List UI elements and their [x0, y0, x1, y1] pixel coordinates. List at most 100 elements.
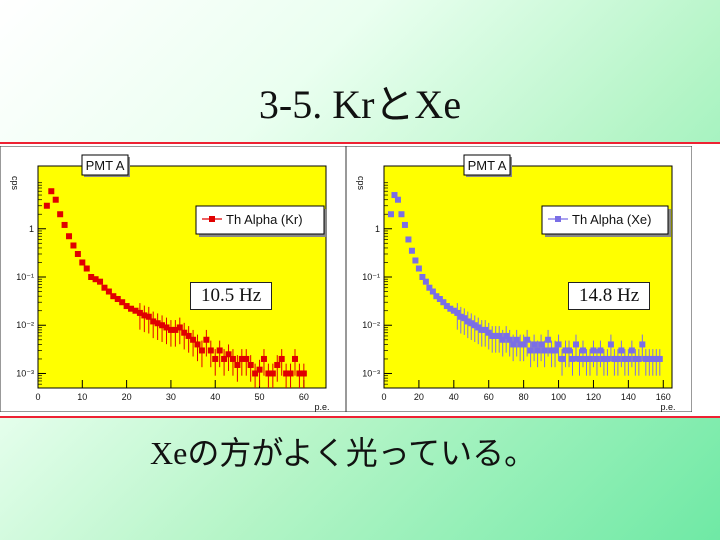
xe-point-23	[468, 320, 475, 327]
xe-point-13	[433, 293, 440, 300]
xe-point-7	[412, 257, 419, 264]
kr-point-27	[163, 324, 170, 331]
xe-point-53	[573, 341, 579, 348]
kr-point-0	[43, 202, 50, 209]
kr-xlabel: p.e.	[314, 402, 329, 412]
kr-xtick-label-6: 60	[299, 392, 309, 402]
xe-point-74	[646, 355, 653, 362]
chart-kr-svg: cps 1 10⁻¹ 10⁻² 10⁻³ 0 10 20 30 40 50 60 p.e. PMT A Th…	[0, 146, 346, 412]
kr-point-42	[229, 355, 236, 362]
xe-point-63	[607, 341, 614, 348]
xe-point-14	[436, 295, 443, 302]
xe-point-25	[475, 324, 482, 331]
kr-point-12	[97, 278, 104, 285]
xe-point-54	[576, 355, 583, 362]
kr-title: PMT A	[86, 158, 125, 173]
kr-point-18	[123, 303, 130, 310]
xe-point-19	[454, 309, 461, 316]
xe-point-6	[408, 247, 415, 254]
xe-point-47	[552, 347, 559, 354]
xe-point-17	[447, 305, 454, 312]
kr-xtick-label-4: 40	[210, 392, 220, 402]
kr-plot-area	[37, 165, 327, 389]
kr-xtick-label-1: 10	[77, 392, 87, 402]
xe-point-22	[464, 318, 471, 325]
xe-title: PMT A	[468, 158, 507, 173]
xe-point-71	[635, 355, 642, 362]
xe-point-41	[531, 341, 538, 348]
xe-point-46	[548, 347, 555, 354]
slide-caption: Xeの方がよく光っている。	[150, 435, 537, 471]
xe-point-4	[401, 221, 408, 228]
xe-point-33	[503, 332, 510, 339]
xe-legend-marker	[555, 216, 561, 222]
kr-point-37	[207, 347, 214, 354]
kr-point-28	[167, 326, 174, 333]
xe-point-75	[649, 355, 656, 362]
kr-point-33	[190, 336, 197, 343]
kr-point-56	[291, 355, 298, 362]
kr-point-41	[225, 351, 232, 358]
kr-point-29	[172, 326, 179, 333]
xe-point-15	[440, 299, 447, 306]
xe-point-51	[566, 347, 573, 354]
xe-point-34	[506, 336, 513, 343]
kr-point-35	[198, 347, 205, 354]
xe-point-38	[520, 341, 527, 348]
kr-point-13	[101, 284, 108, 291]
xe-point-70	[632, 355, 639, 362]
xe-xtick-label-3: 60	[484, 392, 494, 402]
kr-point-5	[66, 233, 73, 240]
kr-point-49	[260, 355, 267, 362]
xe-point-28	[485, 329, 492, 336]
xe-xtick-label-7: 140	[621, 392, 636, 402]
kr-point-3	[57, 211, 64, 218]
xe-point-37	[517, 341, 524, 348]
chart-kr: cps 1 10⁻¹ 10⁻² 10⁻³ 0 10 20 30 40 50 60 p.e. PMT A Th…	[0, 146, 346, 412]
xe-point-5	[405, 236, 412, 243]
xe-point-27	[482, 326, 489, 333]
xe-xtick-label-0: 0	[381, 392, 386, 402]
kr-ylabel: cps	[10, 176, 20, 191]
kr-point-23	[145, 313, 152, 320]
xe-point-67	[621, 355, 628, 362]
kr-point-25	[154, 320, 161, 327]
kr-xtick-label-3: 30	[166, 392, 176, 402]
kr-point-1	[48, 188, 55, 195]
kr-point-22	[141, 312, 148, 319]
kr-ytick-label-3: 10⁻³	[16, 368, 34, 378]
xe-point-60	[597, 347, 604, 354]
kr-point-4	[61, 221, 68, 228]
xe-xtick-label-6: 120	[586, 392, 601, 402]
xe-point-3	[398, 211, 405, 218]
kr-point-31	[181, 329, 188, 336]
kr-point-39	[216, 347, 223, 354]
kr-point-20	[132, 307, 139, 314]
kr-xtick-label-5: 50	[255, 392, 265, 402]
xe-point-50	[562, 347, 569, 354]
kr-point-6	[70, 242, 77, 249]
kr-point-50	[265, 370, 272, 377]
xe-point-66	[618, 347, 625, 354]
xe-point-61	[600, 355, 607, 362]
kr-rate-annotation: 10.5 Hz	[190, 282, 273, 310]
kr-legend-box	[195, 205, 325, 235]
slide-title: 3-5. KrとXe	[258, 82, 462, 127]
xe-ytick-label-3: 10⁻³	[362, 368, 380, 378]
xe-point-35	[510, 341, 517, 348]
chart-xe: cps 1 10⁻¹ 10⁻² 10⁻³ 0 20 40 60 80 100 120 140 160 p.e…	[346, 146, 692, 412]
xe-point-16	[443, 303, 450, 310]
xe-point-12	[429, 288, 436, 295]
xe-xlabel: p.e.	[660, 402, 675, 412]
kr-point-40	[221, 355, 228, 362]
xe-point-69	[628, 347, 635, 354]
kr-point-16	[114, 295, 121, 302]
kr-point-46	[247, 361, 254, 368]
xe-point-26	[478, 326, 485, 333]
kr-point-57	[296, 370, 303, 377]
kr-point-53	[278, 355, 285, 362]
kr-title-box	[81, 154, 129, 176]
kr-point-15	[110, 293, 117, 300]
xe-point-57	[586, 355, 593, 362]
xe-ytick-label-1: 10⁻¹	[362, 272, 380, 282]
